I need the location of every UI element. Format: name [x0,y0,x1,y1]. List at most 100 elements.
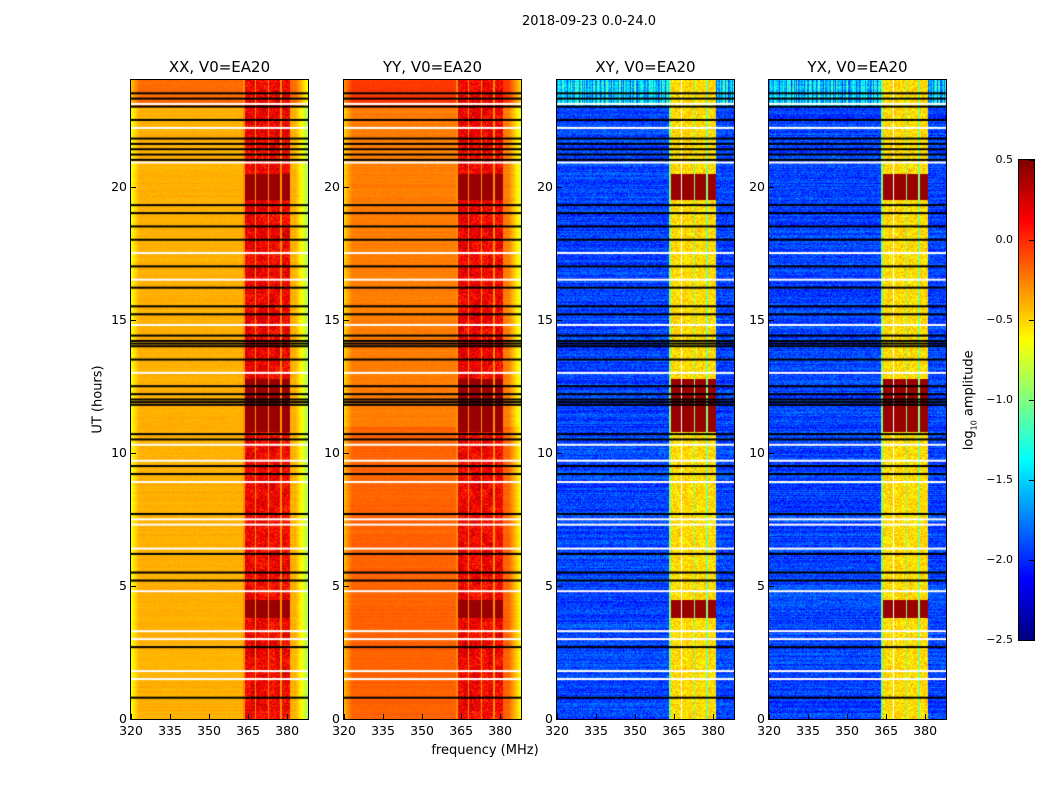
y-tick-mark [557,319,562,321]
colorbar-tick-label: 0.0 [995,233,1014,246]
heatmap-panel-yy [343,79,522,720]
y-tick-mark [557,719,562,720]
y-tick-label: 5 [545,577,553,593]
colorbar-label-base: log [961,430,977,451]
y-tick-mark [344,186,349,188]
y-tick-label: 20 [749,178,765,194]
x-tick-mark [500,714,502,719]
x-axis-label: frequency (MHz) [431,743,539,758]
x-tick-label: 320 [757,723,781,738]
x-tick-mark [248,714,250,719]
colorbar-tick-label: −2.0 [986,553,1013,566]
x-tick-mark [925,714,927,719]
colorbar-tick-mark [1029,400,1034,401]
heatmap-panel-xx [130,79,309,720]
y-tick-label: 20 [111,178,127,194]
x-tick-mark [886,714,888,719]
y-axis-label: UT (hours) [90,365,106,434]
y-tick-mark [131,186,136,188]
y-tick-label: 15 [537,311,553,327]
x-tick-mark [769,714,770,719]
x-tick-mark [383,714,385,719]
y-tick-mark [131,719,136,720]
y-tick-label: 15 [111,311,127,327]
colorbar-label-sub: 10 [969,420,979,431]
figure-title: 2018-09-23 0.0-24.0 [522,14,656,29]
colorbar-gradient [1019,160,1034,640]
y-tick-label: 20 [324,178,340,194]
colorbar-tick-mark [1029,560,1034,561]
y-tick-mark [131,452,136,454]
heatmap-panel-yx [768,79,947,720]
x-tick-label: 380 [275,723,300,738]
x-tick-mark [847,714,849,719]
y-tick-mark [769,452,774,454]
y-tick-label: 0 [119,711,127,726]
x-tick-mark [713,714,715,719]
y-tick-label: 5 [332,577,340,593]
x-tick-label: 350 [410,723,434,738]
panel-title: XX, V0=EA20 [168,58,271,76]
x-tick-label: 335 [371,723,395,738]
y-tick-mark [344,719,349,720]
heatmap-panel-xy [556,79,735,720]
heatmap-image [557,80,734,719]
x-tick-label: 350 [835,723,859,738]
y-tick-label: 0 [545,711,553,726]
colorbar-tick-mark [1029,240,1034,241]
y-tick-mark [344,585,349,587]
y-tick-mark [557,452,562,454]
x-tick-label: 335 [158,723,182,738]
colorbar-tick-mark [1029,320,1034,321]
x-tick-label: 335 [584,723,608,738]
heatmap-image [769,80,946,719]
x-tick-label: 350 [623,723,647,738]
heatmap-image [344,80,521,719]
y-tick-mark [769,186,774,188]
colorbar-tick-mark [1029,480,1034,481]
x-tick-label: 365 [874,723,899,738]
y-tick-label: 5 [757,577,765,593]
colorbar-tick-mark [1029,160,1034,161]
x-tick-label: 365 [236,723,261,738]
x-tick-mark [131,714,132,719]
x-tick-mark [674,714,676,719]
y-tick-label: 0 [757,711,765,726]
y-tick-mark [344,319,349,321]
x-tick-label: 365 [449,723,474,738]
y-tick-label: 10 [111,444,127,460]
panel-title: YX, V0=EA20 [807,58,908,76]
y-tick-mark [557,186,562,188]
y-tick-label: 10 [749,444,765,460]
x-tick-label: 380 [913,723,938,738]
x-tick-label: 380 [701,723,726,738]
y-tick-mark [557,585,562,587]
colorbar-tick-label: −1.0 [986,393,1013,406]
x-tick-mark [209,714,211,719]
y-tick-mark [769,319,774,321]
y-tick-mark [769,719,774,720]
x-tick-mark [808,714,810,719]
colorbar-tick-mark [1029,640,1034,641]
y-tick-mark [131,319,136,321]
y-tick-label: 0 [332,711,340,726]
x-tick-mark [170,714,172,719]
colorbar-tick-label: −1.5 [986,473,1013,486]
colorbar-label-rest: amplitude [961,350,977,421]
x-tick-label: 320 [545,723,569,738]
x-tick-mark [461,714,463,719]
x-tick-mark [635,714,637,719]
y-tick-mark [344,452,349,454]
y-tick-label: 10 [537,444,553,460]
y-tick-label: 15 [324,311,340,327]
x-tick-mark [344,714,345,719]
x-tick-label: 350 [197,723,221,738]
panel-title: XY, V0=EA20 [595,58,696,76]
x-tick-label: 380 [488,723,513,738]
x-tick-mark [596,714,598,719]
y-tick-label: 5 [119,577,127,593]
panel-title: YY, V0=EA20 [382,58,483,76]
x-tick-label: 365 [662,723,687,738]
colorbar-tick-label: −0.5 [986,313,1013,326]
